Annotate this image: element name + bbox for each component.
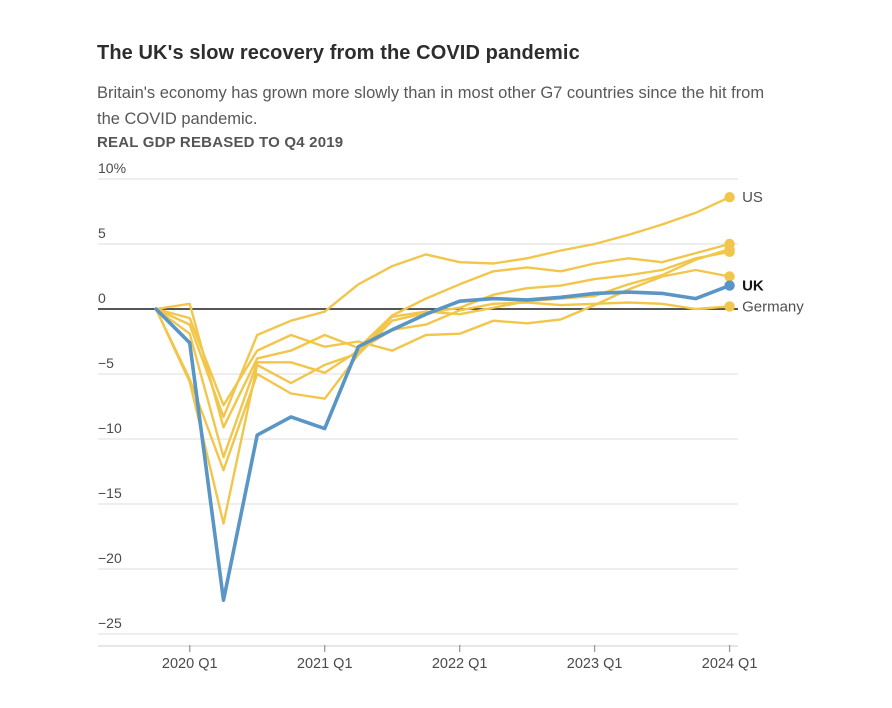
x-axis-tick-label: 2023 Q1 [567, 656, 623, 672]
x-axis-tick-label: 2024 Q1 [702, 656, 758, 672]
series-label-germany: Germany [742, 298, 804, 315]
y-axis-tick-label: 0 [98, 290, 106, 306]
x-axis-tick-label: 2021 Q1 [297, 656, 353, 672]
y-axis-tick-label: −15 [98, 485, 122, 501]
series-line-us [154, 195, 731, 419]
end-dot-japan [724, 271, 735, 282]
y-axis-tick-label: 10% [98, 160, 126, 176]
end-dot-us [724, 192, 735, 203]
y-axis-labels: 10% 5 0 −5 −10 −15 −20 −25 [98, 160, 126, 631]
series-line-italy [154, 250, 731, 472]
y-axis-tick-label: −20 [98, 550, 122, 566]
series-label-uk: UK [742, 278, 764, 295]
y-axis-tick-label: −5 [98, 355, 114, 371]
end-dot-uk [724, 280, 735, 291]
page-title: The UK's slow recovery from the COVID pa… [97, 42, 580, 64]
x-axis: 2020 Q1 2021 Q1 2022 Q1 2023 Q1 2024 Q1 [98, 645, 757, 672]
end-dot-germany [724, 301, 735, 312]
y-axis-tick-label: −10 [98, 420, 122, 436]
chart-subtitle: Britain's economy has grown more slowly … [97, 84, 765, 128]
series-line-canada [154, 242, 731, 429]
series-line-japan [154, 268, 731, 407]
series-line-uk [154, 283, 732, 603]
series-end-dots [724, 192, 735, 312]
axis-unit-label: REAL GDP REBASED TO Q4 2019 [97, 134, 344, 151]
series-lines [154, 195, 732, 603]
y-axis-tick-label: −25 [98, 615, 122, 631]
gridlines [98, 178, 738, 635]
x-axis-tick-label: 2022 Q1 [432, 656, 488, 672]
end-dot-italy [724, 246, 735, 257]
x-axis-tick-label: 2020 Q1 [162, 656, 218, 672]
series-label-us: US [742, 189, 763, 206]
series-line-germany [154, 301, 731, 459]
y-axis-tick-label: 5 [98, 225, 106, 241]
series-end-labels: US Germany UK [742, 189, 804, 315]
